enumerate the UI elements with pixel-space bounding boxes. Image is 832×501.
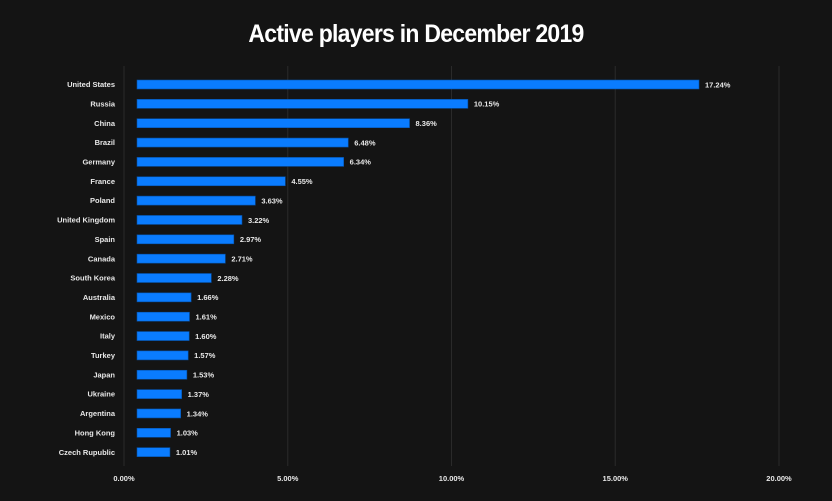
bar (136, 215, 243, 225)
value-label: 2.97% (240, 235, 262, 244)
value-label: 10.15% (474, 100, 500, 109)
bar (136, 195, 256, 206)
value-label: 1.61% (195, 313, 217, 322)
value-label: 1.66% (197, 293, 219, 302)
value-label: 1.34% (187, 409, 209, 418)
value-label: 2.71% (231, 254, 253, 263)
x-tick-label: 15.00% (603, 474, 629, 483)
category-label: Canada (88, 254, 116, 263)
value-label: 1.57% (194, 351, 216, 360)
category-labels: United States Russia China Brazil Germany Fra… (57, 80, 116, 457)
x-tick-label: 5.00% (277, 474, 299, 483)
bar (136, 408, 181, 419)
bar (136, 311, 190, 322)
bar (136, 253, 226, 264)
x-tick-label: 10.00% (439, 474, 465, 483)
category-label: Poland (90, 196, 115, 205)
bar (136, 99, 469, 109)
bar (136, 427, 171, 438)
category-label: Turkey (91, 351, 116, 360)
bar (136, 331, 190, 341)
bar (136, 176, 286, 187)
bar (136, 447, 171, 457)
category-label: Ukraine (87, 390, 115, 399)
category-label: Italy (100, 332, 116, 341)
x-tick-label: 20.00% (766, 474, 792, 483)
category-label: Australia (83, 293, 116, 302)
bar (136, 234, 235, 245)
value-label: 3.22% (248, 216, 270, 225)
category-label: Russia (90, 99, 115, 108)
value-label: 1.37% (188, 390, 210, 399)
category-label: United States (67, 80, 115, 89)
value-label: 4.55% (291, 177, 313, 186)
bar (136, 292, 192, 303)
value-label: 6.48% (354, 138, 376, 147)
bar (136, 118, 410, 128)
category-label: Japan (93, 370, 115, 379)
category-label: United Kingdom (57, 216, 115, 225)
x-tick-label: 0.00% (113, 474, 135, 483)
bar (136, 273, 212, 283)
category-label: Germany (82, 158, 115, 167)
value-label: 17.24% (705, 80, 731, 89)
category-label: China (94, 119, 116, 128)
bar (136, 137, 349, 148)
value-label: 6.34% (350, 158, 372, 167)
category-label: Brazil (95, 138, 115, 147)
value-label: 8.36% (416, 119, 438, 128)
bar (136, 350, 189, 361)
value-label: 2.28% (217, 274, 239, 283)
category-label: Czech Rupublic (59, 448, 115, 457)
category-label: Hong Kong (75, 428, 116, 437)
bar (136, 389, 182, 399)
value-label: 1.60% (195, 332, 217, 341)
category-label: France (90, 177, 115, 186)
value-label: 1.53% (193, 371, 215, 380)
bar (136, 79, 700, 90)
category-label: Mexico (90, 312, 116, 321)
value-label: 1.03% (177, 429, 199, 438)
x-axis-ticks: 0.00% 5.00% 10.00% 15.00% 20.00% (113, 474, 792, 483)
category-label: Argentina (80, 409, 116, 418)
category-label: South Korea (70, 274, 115, 283)
category-label: Spain (95, 235, 116, 244)
gridlines (123, 66, 780, 466)
value-label: 3.63% (261, 196, 283, 205)
value-labels: 17.24% 10.15% 8.36% 6.48% 6.34% 4.55% 3.63% 3.2… (176, 80, 731, 457)
chart-title: Active players in December 2019 (248, 20, 584, 48)
bar (136, 369, 188, 380)
bars (136, 79, 700, 457)
value-label: 1.01% (176, 448, 198, 457)
bar (136, 157, 344, 167)
